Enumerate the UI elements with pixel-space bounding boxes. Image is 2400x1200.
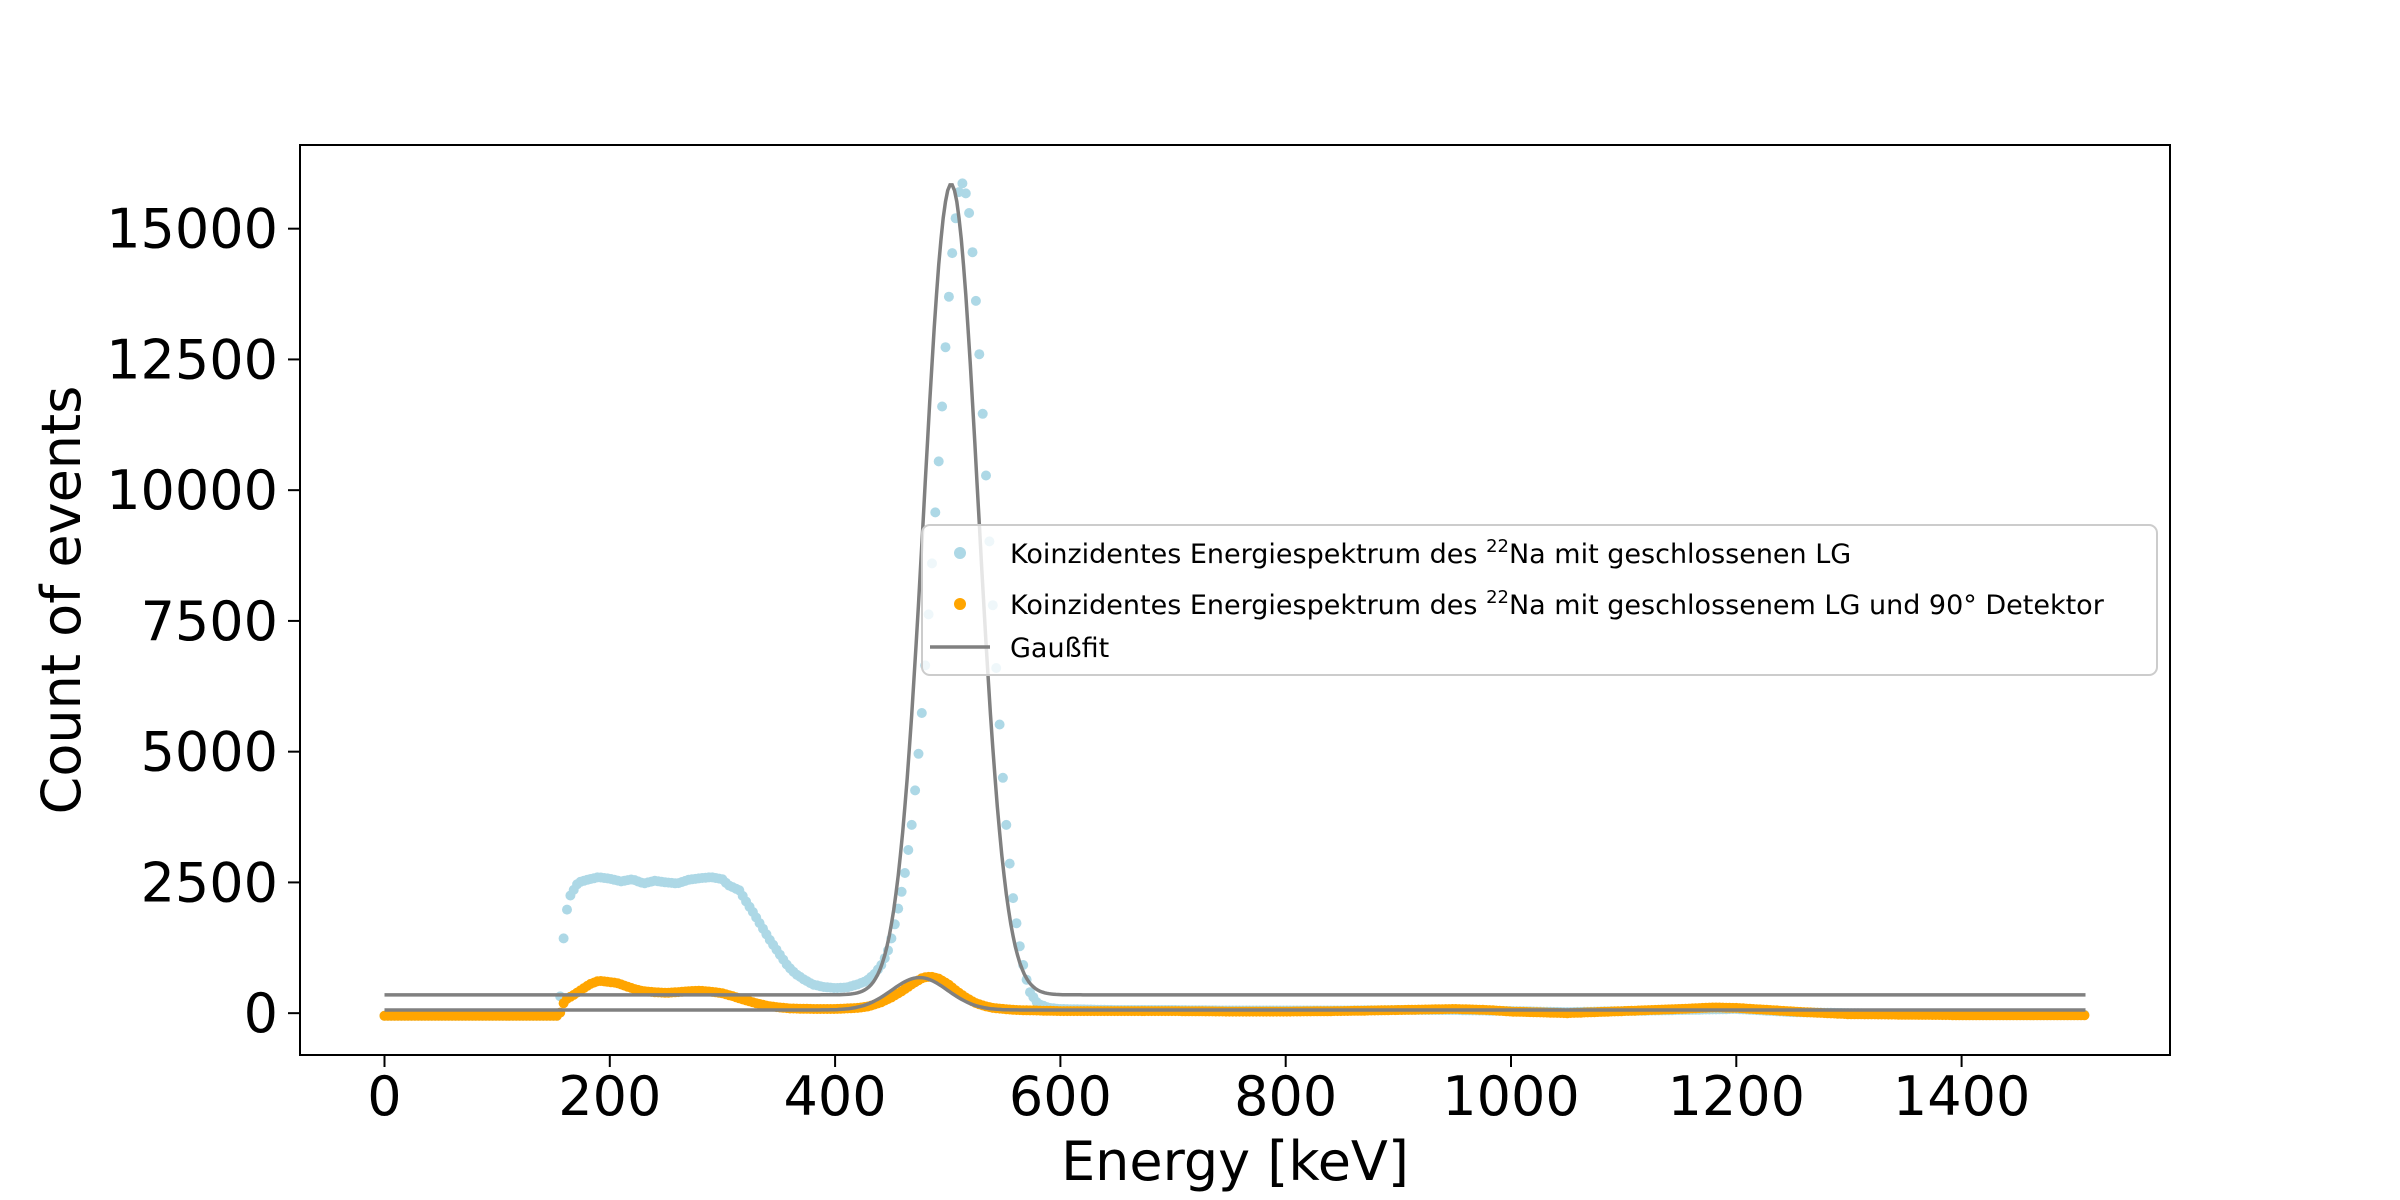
data-point <box>1004 858 1015 869</box>
data-point <box>2079 1010 2090 1021</box>
legend-frame <box>921 524 2158 676</box>
y-axis: 0 2500 5000 7500 10000 12500 15000 <box>106 198 300 1045</box>
data-point <box>558 933 569 944</box>
data-point <box>947 248 958 259</box>
data-point <box>997 772 1008 783</box>
y-tick-label: 7500 <box>141 590 278 653</box>
data-point <box>896 886 907 897</box>
y-tick-label: 10000 <box>106 459 278 522</box>
x-tick-label: 200 <box>558 1065 661 1128</box>
x-tick-label: 400 <box>784 1065 887 1128</box>
fit-curve-2 <box>384 975 2086 1012</box>
data-point <box>937 401 948 412</box>
data-point <box>970 295 981 306</box>
data-point <box>940 342 951 353</box>
legend-label-fit: Gaußfit <box>1010 633 1109 664</box>
x-axis: 0 200 400 600 800 1000 1200 1400 <box>367 1055 2030 1128</box>
fit-layer <box>384 183 2086 1012</box>
data-point <box>906 819 917 830</box>
legend-marker-series2 <box>954 598 966 610</box>
data-point <box>1001 819 1012 830</box>
data-point <box>933 456 944 467</box>
data-point <box>562 904 572 915</box>
y-tick-label: 15000 <box>106 198 278 261</box>
x-tick-label: 600 <box>1009 1065 1112 1128</box>
y-tick-label: 0 <box>244 982 278 1045</box>
data-point <box>910 785 921 796</box>
legend: Koinzidentes Energiespektrum des 22Na mi… <box>921 524 2158 676</box>
data-point <box>903 845 914 855</box>
data-point <box>964 208 975 218</box>
x-tick-label: 0 <box>367 1065 401 1128</box>
data-point <box>957 178 968 189</box>
x-tick-label: 1200 <box>1668 1065 1805 1128</box>
data-point <box>913 748 924 759</box>
legend-label-series2: Koinzidentes Energiespektrum des 22Na mi… <box>1010 587 2105 621</box>
fit-curve-1 <box>384 183 2086 997</box>
data-point <box>1008 893 1019 904</box>
legend-marker-series1 <box>954 547 966 559</box>
data-point <box>930 507 941 518</box>
data-point <box>994 719 1005 730</box>
data-point <box>977 408 988 419</box>
legend-label-series1: Koinzidentes Energiespektrum des 22Na mi… <box>1010 536 1851 570</box>
data-point <box>967 247 978 258</box>
data-point <box>960 188 971 199</box>
x-tick-label: 1000 <box>1442 1065 1579 1128</box>
x-tick-label: 800 <box>1234 1065 1337 1128</box>
data-point <box>943 291 954 302</box>
y-tick-label: 12500 <box>106 328 278 391</box>
data-point <box>1011 918 1022 929</box>
y-tick-label: 5000 <box>141 721 278 784</box>
data-point <box>981 470 991 481</box>
data-point <box>899 868 910 878</box>
data-point <box>974 349 985 360</box>
data-point <box>916 708 927 718</box>
x-axis-label: Energy [keV] <box>1061 1130 1409 1193</box>
x-tick-label: 1400 <box>1893 1065 2030 1128</box>
y-tick-label: 2500 <box>141 851 278 914</box>
y-axis-label: Count of events <box>30 386 93 815</box>
